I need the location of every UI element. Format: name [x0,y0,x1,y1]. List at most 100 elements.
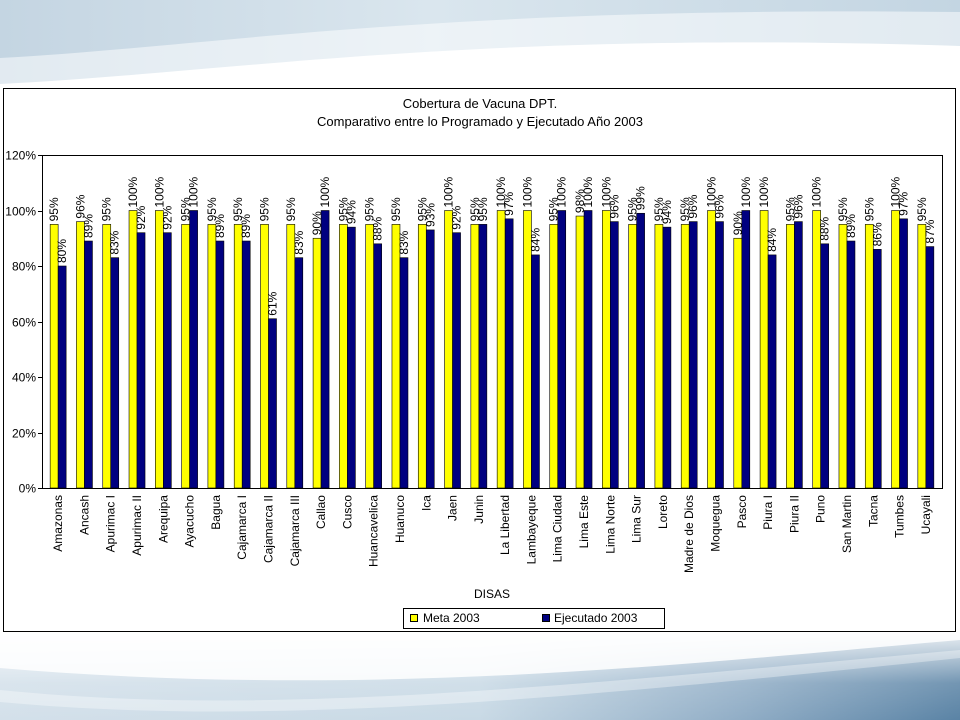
x-tick-label-tacna: Tacna [866,495,880,527]
data-label-meta-2003-ancash: 96% [73,194,87,218]
data-label-meta-2003-apurimac-i: 95% [100,197,114,221]
y-tick-label: 60% [12,316,36,330]
bar-meta-2003-la-libertad [496,210,506,489]
x-tick-label-junin: Junin [472,495,486,524]
x-tick-label-bagua: Bagua [209,495,223,530]
data-label-ejecutado-2003-moquegua: 96% [713,194,727,218]
legend-label-meta-2003: Meta 2003 [423,611,480,625]
bar-ejecutado-2003-lima-norte [610,221,619,489]
data-label-meta-2003-callao: 90% [310,211,324,235]
x-tick-label-tumbes: Tumbes [893,495,907,538]
bar-meta-2003-apurimac-ii [128,210,138,489]
data-label-meta-2003-lambayeque: 100% [520,176,534,207]
data-label-meta-2003-jaen: 100% [442,176,456,207]
bar-ejecutado-2003-huancavelica [373,243,382,489]
bar-ejecutado-2003-san-martin [846,240,856,489]
data-label-ejecutado-2003-lima-este: 100% [581,176,595,207]
bar-meta-2003-huanuco [391,224,401,489]
bar-meta-2003-lima-este [575,215,585,489]
bar-meta-2003-ica [417,224,427,489]
x-tick-label-pasco: Pasco [735,495,749,529]
data-label-ejecutado-2003-jaen: 92% [450,205,464,229]
bar-ejecutado-2003-tumbes [899,218,908,489]
data-label-meta-2003-piura-i: 100% [757,176,771,207]
data-label-meta-2003-apurimac-ii: 100% [126,176,140,207]
bar-meta-2003-huancavelica [365,224,374,489]
data-label-meta-2003-huancavelica: 95% [363,197,377,221]
bar-ejecutado-2003-amazonas [57,265,67,489]
data-label-meta-2003-moquegua: 100% [705,176,719,207]
bar-meta-2003-ucayali [917,224,927,489]
x-tick-label-moquegua: Moquegua [709,495,723,552]
x-tick-label-ucayali: Ucayali [919,495,933,534]
legend-swatch-ejecutado-2003 [542,614,550,622]
bar-ejecutado-2003-lima-este [583,210,593,489]
bar-ejecutado-2003-tacna [872,249,882,489]
data-label-ejecutado-2003-madre-de-dios: 96% [686,194,700,218]
bar-ejecutado-2003-piura-i [767,254,777,489]
x-axis: Amazonas Ancash Apurimac I Apurimac II Arequ… [51,495,933,573]
bar-ejecutado-2003-junin [478,224,488,489]
data-label-ejecutado-2003-huancavelica: 88% [371,216,385,240]
data-label-ejecutado-2003-ancash: 89% [81,214,95,238]
bar-ejecutado-2003-ayacucho [189,210,198,489]
bar-meta-2003-junin [470,224,480,489]
data-label-ejecutado-2003-cajamarca-iii: 83% [292,230,306,254]
data-label-ejecutado-2003-apurimac-ii: 92% [134,205,148,229]
x-tick-label-lima-norte: Lima Norte [603,495,617,554]
data-label-ejecutado-2003-callao: 100% [318,176,332,207]
x-tick-label-cusco: Cusco [340,495,354,529]
bar-ejecutado-2003-madre-de-dios [688,221,698,489]
y-tick-label: 20% [12,427,36,441]
data-label-meta-2003-pasco: 90% [731,211,745,235]
bar-meta-2003-jaen [444,210,453,489]
bar-meta-2003-moquegua [707,210,716,489]
data-label-ejecutado-2003-lima-ciudad: 100% [555,176,569,207]
bar-meta-2003-cajamarca-ii [260,224,269,489]
x-tick-label-apurimac-ii: Apurimac II [130,495,144,556]
plot-frame [42,155,943,489]
data-label-ejecutado-2003-apurimac-i: 83% [108,230,122,254]
data-label-meta-2003-cajamarca-i: 95% [231,197,245,221]
x-tick-label-apurimac-i: Apurimac I [104,495,118,552]
data-label-ejecutado-2003-cajamarca-ii: 61% [266,291,280,315]
bar-meta-2003-ancash [76,221,85,489]
bar-ejecutado-2003-la-libertad [504,218,514,489]
plot-area: 0% 20% 40% 60% 80% 100% 120% Amazonas Ancash Apur… [5,149,943,573]
bar-meta-2003-tumbes [891,210,900,489]
y-tick-label: 40% [12,371,36,385]
x-tick-label-piura-i: Piura I [761,495,775,530]
legend-swatch-meta-2003 [410,614,418,622]
data-label-ejecutado-2003-loreto: 94% [660,200,674,224]
x-tick-label-huanuco: Huanuco [393,495,407,543]
data-label-ejecutado-2003-junin: 95% [476,197,490,221]
x-tick-label-piura-ii: Piura II [787,495,801,533]
data-label-ejecutado-2003-piura-i: 84% [765,228,779,252]
x-tick-label-ancash: Ancash [77,495,91,535]
legend-box [403,608,665,629]
y-tick-label: 80% [12,260,36,274]
data-label-ejecutado-2003-lambayeque: 84% [528,228,542,252]
data-label-meta-2003-cajamarca-iii: 95% [284,197,298,221]
data-labels: 95%80%96%89%95%83%100%92%100%92% 95%100%9… [47,176,937,315]
x-axis-title: DISAS [474,587,510,601]
bar-meta-2003-lima-ciudad [549,224,559,489]
data-label-ejecutado-2003-tumbes: 97% [897,191,911,215]
data-label-meta-2003-ucayali: 95% [915,197,929,221]
x-tick-label-loreto: Loreto [656,495,670,529]
x-tick-label-amazonas: Amazonas [51,495,65,552]
x-tick-label-cajamarca-iii: Cajamarca III [288,495,302,566]
x-tick-label-lambayeque: Lambayeque [524,495,538,565]
chart-subtitle: Comparativo entre lo Programado y Ejecut… [317,114,643,129]
bar-ejecutado-2003-apurimac-i [110,257,120,489]
data-label-ejecutado-2003-lima-sur: 99% [634,186,648,210]
bar-ejecutado-2003-ucayali [925,246,935,489]
bar-ejecutado-2003-pasco [741,210,751,489]
data-label-meta-2003-cusco: 95% [336,197,350,221]
bar-meta-2003-piura-ii [786,224,795,489]
data-label-meta-2003-tacna: 95% [862,197,876,221]
data-label-ejecutado-2003-huanuco: 83% [397,230,411,254]
y-tick-label: 100% [5,205,36,219]
x-tick-label-lima-este: Lima Este [577,495,591,549]
